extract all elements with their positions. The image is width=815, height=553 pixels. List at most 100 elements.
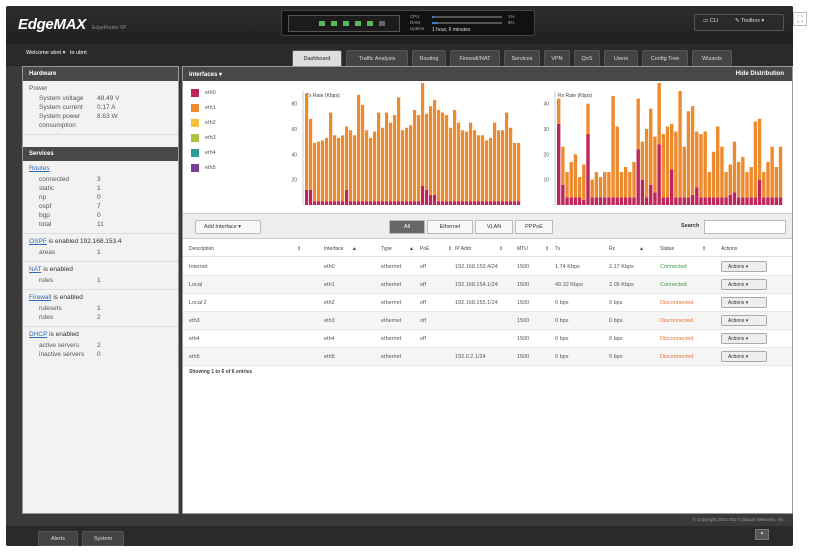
firewall-row: rulesets 1 — [29, 304, 172, 313]
column-header-tx[interactable]: Tx — [555, 246, 561, 252]
actions-button[interactable]: Actions ▾ — [721, 261, 767, 272]
bar-eth1-31 — [429, 106, 433, 195]
fullscreen-icon[interactable]: ⛶ — [793, 12, 807, 26]
ospf-status: is enabled — [48, 238, 79, 245]
legend-label-eth2: eth2 — [205, 120, 216, 126]
column-header-mtu[interactable]: MTU — [517, 246, 528, 252]
column-header-description[interactable]: Description — [189, 246, 215, 252]
chevron-down-icon: ▾ — [745, 318, 749, 324]
bar-eth1-32 — [433, 99, 437, 195]
sort-icon[interactable]: ⇕ — [499, 246, 504, 252]
hide-distribution-link[interactable]: Hide Distribution — [735, 71, 784, 77]
bar-eth0-48 — [757, 179, 762, 205]
bar-eth1-14 — [361, 104, 365, 202]
tab-services[interactable]: Services — [504, 50, 540, 66]
add-interface-button[interactable]: Add Interface ▾ — [195, 220, 261, 234]
interfaces-menu[interactable]: Interfaces ▾ — [189, 72, 222, 78]
bar-eth0-11 — [349, 201, 353, 205]
cli-button[interactable]: ▭ CLI — [703, 18, 718, 24]
port-2-led — [343, 21, 349, 26]
tab-vpn[interactable]: VPN — [544, 50, 570, 66]
column-header-ip-addr[interactable]: IP Addr — [455, 246, 472, 252]
column-header-rx[interactable]: Rx — [609, 246, 616, 252]
column-header-type[interactable]: Type — [381, 246, 392, 252]
tab-wizards[interactable]: Wizards — [692, 50, 732, 66]
actions-button[interactable]: Actions ▾ — [721, 297, 767, 308]
bar-eth1-52 — [513, 142, 517, 202]
sort-icon[interactable]: ⇕ — [545, 246, 550, 252]
power-row: System power 8.63 W — [29, 112, 172, 121]
filter-ethernet[interactable]: Ethernet — [427, 220, 473, 234]
filter-pppoe[interactable]: PPPoE — [515, 220, 553, 234]
system-tab[interactable]: System — [82, 531, 124, 546]
bar-eth1-2 — [313, 142, 317, 202]
routes-link[interactable]: Routes — [29, 165, 50, 172]
route-row: ospf 7 — [29, 202, 172, 211]
filter-all[interactable]: All — [389, 220, 425, 234]
tab-config-tree[interactable]: Config Tree — [642, 50, 688, 66]
tools-group: ▭ CLI ✎ Toolbox ▾ — [694, 14, 784, 31]
column-header-actions[interactable]: Actions — [721, 246, 738, 252]
power-row: System voltage 48.49 V — [29, 94, 172, 103]
column-header-status[interactable]: Status — [660, 246, 675, 252]
actions-button[interactable]: Actions ▾ — [721, 333, 767, 344]
tab-firewall-nat[interactable]: Firewall/NAT — [450, 50, 500, 66]
cell-status: Disconnected — [660, 318, 694, 324]
cell-status: Disconnected — [660, 354, 694, 360]
bar-eth1-10 — [598, 177, 603, 198]
tab-dashboard[interactable]: Dashboard — [292, 50, 342, 66]
chevron-up-icon[interactable]: ▲ — [755, 529, 769, 540]
filter-vlan[interactable]: VLAN — [475, 220, 513, 234]
bar-eth0-30 — [682, 197, 686, 205]
sort-icon[interactable]: ⇕ — [448, 246, 453, 252]
actions-button[interactable]: Actions ▾ — [721, 315, 767, 326]
bar-eth0-21 — [644, 197, 649, 205]
sort-icon[interactable]: ⇕ — [297, 246, 302, 252]
cell-type: ethernet — [381, 264, 402, 270]
sort-icon[interactable]: ▲ — [352, 246, 357, 252]
bar-eth0-42 — [473, 201, 477, 205]
column-header-poe[interactable]: PoE — [420, 246, 430, 252]
nat-link[interactable]: NAT — [29, 266, 42, 273]
alerts-tab[interactable]: Alerts — [38, 531, 78, 546]
ospf-link[interactable]: OSPF — [29, 238, 47, 245]
sort-icon[interactable]: ▲ — [639, 246, 644, 252]
search-label: Search — [681, 223, 700, 229]
sort-icon[interactable]: ▲ — [409, 246, 414, 252]
ospf-ip: 192.168.153.4 — [79, 238, 122, 245]
power-value: 0.17 A — [97, 104, 116, 111]
ram-bar-fill — [432, 22, 439, 24]
table-row: eth4 eth4 ethernet off 1500 0 bps 0 bps Disconn… — [183, 330, 792, 348]
bar-eth1-46 — [749, 167, 753, 198]
actions-button[interactable]: Actions ▾ — [721, 279, 767, 290]
cli-label: CLI — [709, 18, 719, 24]
search-input[interactable] — [704, 220, 786, 234]
cell-poe: off — [420, 318, 427, 324]
cell-poe: off — [420, 336, 427, 342]
actions-button[interactable]: Actions ▾ — [721, 351, 767, 362]
bar-eth0-36 — [449, 201, 453, 205]
tab-traffic-analysis[interactable]: Traffic Analysis — [346, 50, 408, 66]
chevron-down-icon: ▾ — [761, 18, 765, 24]
power-rows: System voltage 48.49 V System current 0.17 … — [29, 94, 172, 130]
cell-mtu: 1500 — [517, 336, 530, 342]
bar-eth0-20 — [640, 179, 645, 205]
tab-qos[interactable]: QoS — [574, 50, 600, 66]
tab-users[interactable]: Users — [604, 50, 638, 66]
sidebar: Hardware Power System voltage 48.49 V Syst… — [22, 66, 179, 514]
bar-eth1-12 — [607, 172, 611, 198]
dhcp-link[interactable]: DHCP — [29, 331, 48, 338]
dhcp-status: is enabled — [49, 331, 79, 338]
firewall-link[interactable]: Firewall — [29, 294, 52, 301]
bar-eth1-26 — [409, 125, 413, 202]
sort-icon[interactable]: ⇕ — [702, 246, 707, 252]
welcome-menu[interactable]: Welcome ubnt ▾ to ubnt — [26, 50, 87, 56]
bar-eth0-38 — [716, 197, 720, 205]
toolbox-button[interactable]: ✎ Toolbox ▾ — [735, 18, 764, 24]
add-interface-label: Add Interface — [204, 224, 237, 230]
cell-rx: 2.17 Kbps — [609, 264, 634, 270]
column-header-interface[interactable]: Interface — [324, 246, 344, 252]
power-value: 8.63 W — [97, 113, 118, 120]
tab-routing[interactable]: Routing — [412, 50, 446, 66]
bar-eth1-37 — [453, 110, 457, 202]
